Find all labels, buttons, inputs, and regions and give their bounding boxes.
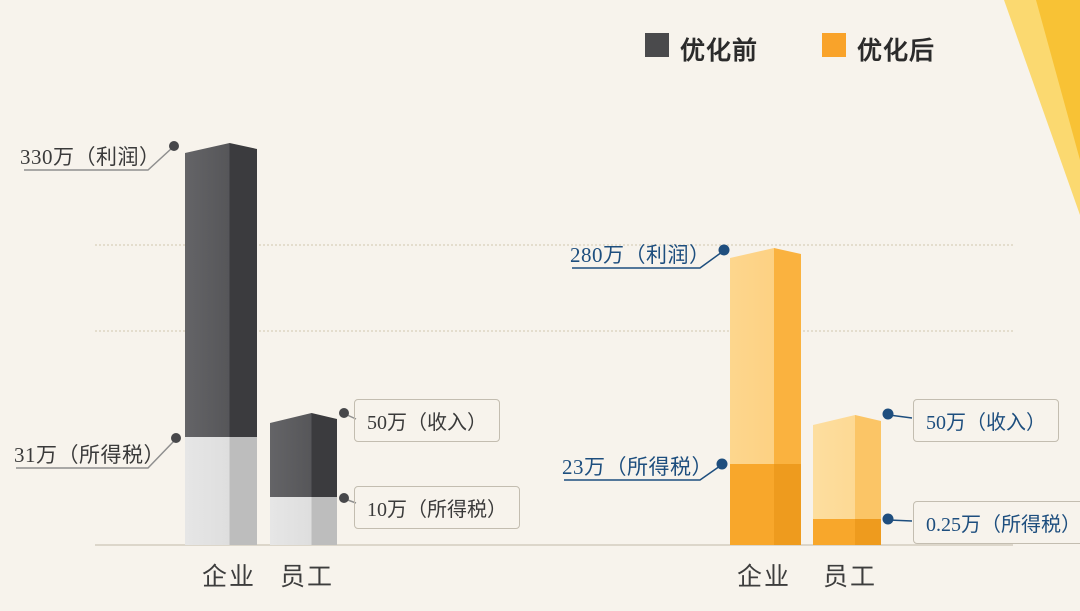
legend-label-after: 优化后: [857, 37, 936, 65]
bar-before-enterprise-profit-segment: [185, 143, 257, 437]
dot-before-tax: [171, 433, 181, 443]
legend-swatch-before: [645, 33, 669, 57]
dot-after-tax: [716, 458, 728, 470]
x-axis-baseline: [95, 544, 1013, 546]
axis-label-after-employee: 员工: [823, 564, 878, 591]
bar-after-employee-income-segment: [813, 415, 881, 519]
annotation-before-employee-income: 50万（收入）: [354, 399, 500, 442]
gridline: [95, 330, 1013, 332]
legend-swatch-after: [822, 33, 846, 57]
annotation-after-employee-income: 50万（收入）: [913, 399, 1059, 442]
bar-after-enterprise-profit-segment: [730, 248, 801, 464]
axis-label-after-enterprise: 企业: [737, 564, 792, 591]
dot-before-emptax: [339, 493, 349, 503]
leader-after-emptax: [888, 519, 913, 522]
annotation-before-employee-tax: 10万（所得税）: [354, 486, 520, 529]
annotation-before-enterprise-tax: 31万（所得税）: [14, 443, 165, 467]
annotation-after-employee-tax: 0.25万（所得税）: [913, 501, 1080, 544]
annotation-after-enterprise-tax: 23万（所得税）: [562, 455, 713, 479]
annotation-before-enterprise-profit: 330万（利润）: [20, 145, 161, 169]
bar-before-employee-tax-segment: [270, 497, 337, 545]
dot-before-income: [339, 408, 349, 418]
bar-before-enterprise-tax-segment: [185, 437, 257, 545]
leader-after-income: [888, 414, 913, 419]
dot-before-profit: [169, 141, 179, 151]
legend-label-before: 优化前: [680, 37, 759, 65]
gridline: [95, 244, 1013, 246]
dot-after-profit: [718, 244, 730, 256]
annotation-after-enterprise-profit: 280万（利润）: [570, 243, 711, 267]
bar-before-employee-income-segment: [270, 413, 337, 497]
bar-after-enterprise-tax-segment: [730, 464, 801, 545]
axis-label-before-employee: 员工: [280, 564, 335, 591]
dot-after-income: [882, 408, 894, 420]
dot-after-emptax: [882, 513, 894, 525]
bar-after-employee-tax-segment: [813, 519, 881, 545]
axis-label-before-enterprise: 企业: [202, 564, 257, 591]
